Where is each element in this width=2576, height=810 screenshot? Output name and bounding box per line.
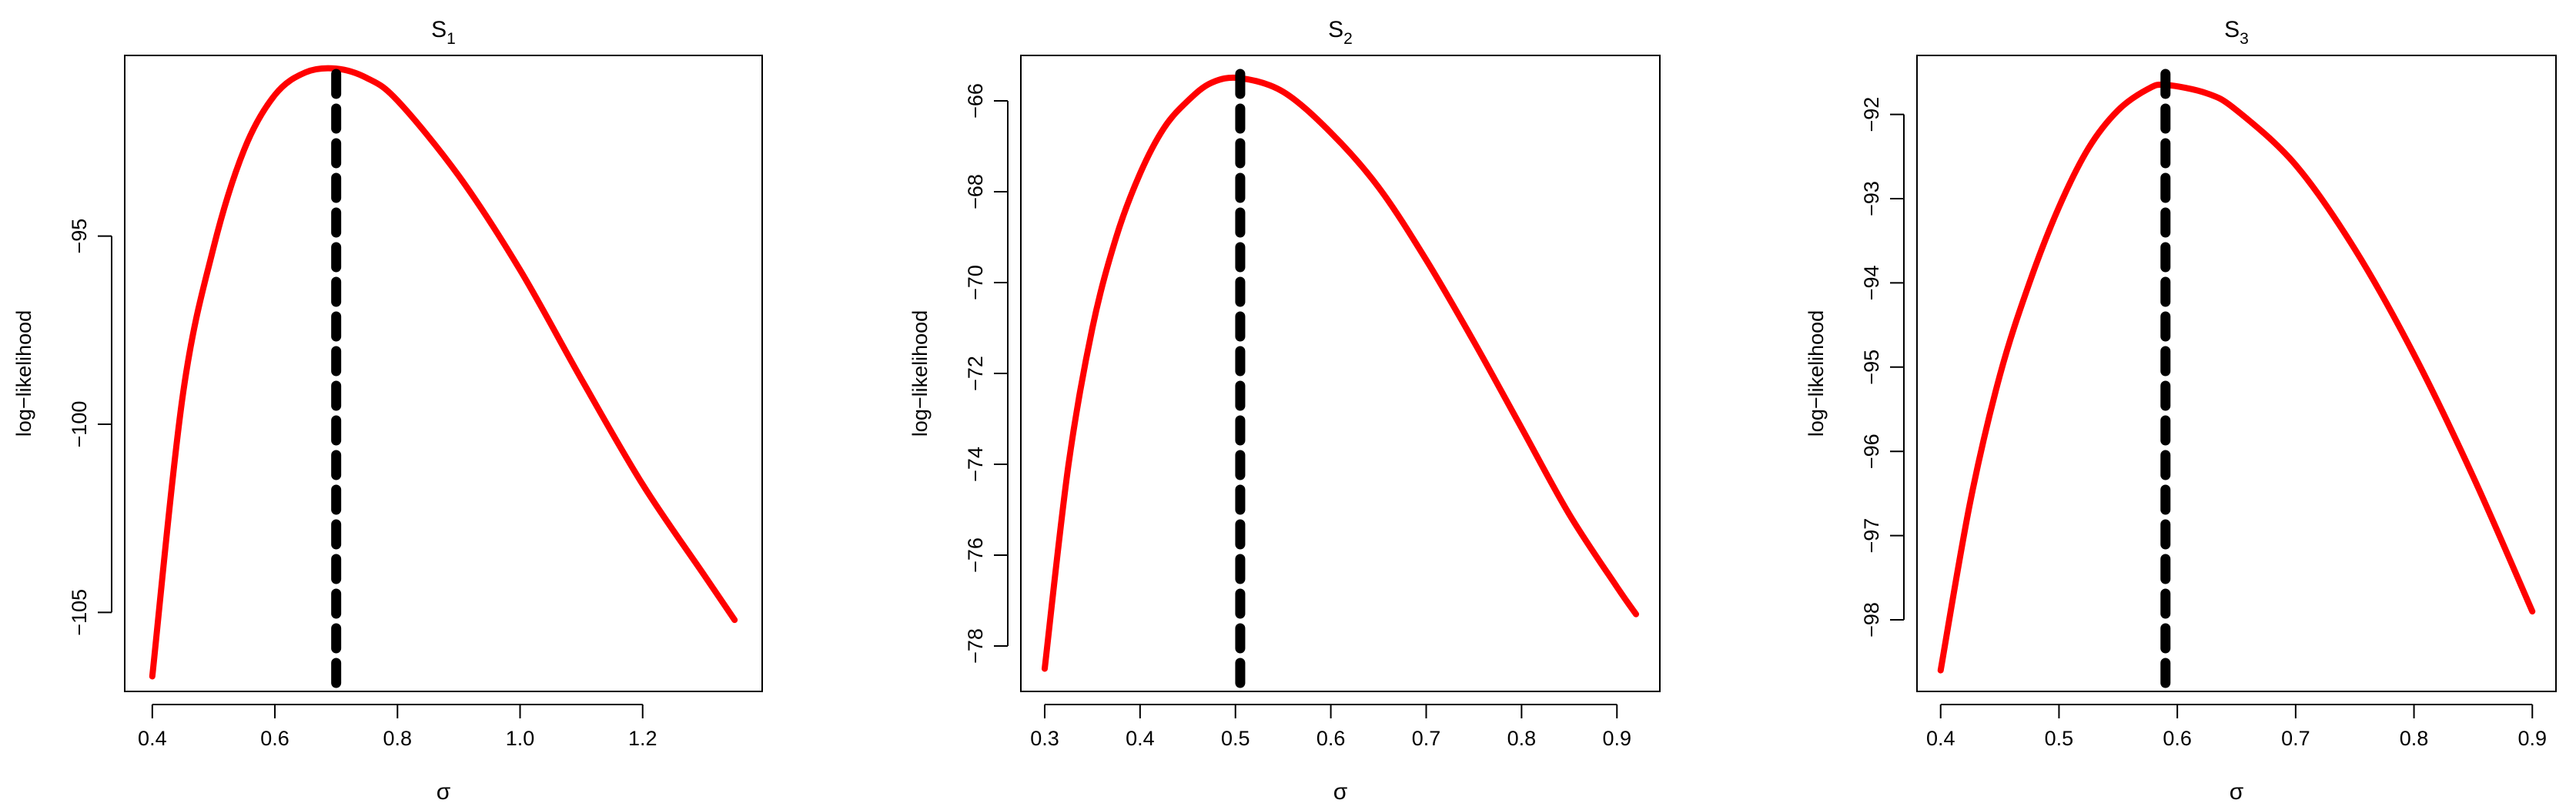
y-tick-label: −92 [1860, 97, 1883, 132]
x-tick-label: 0.8 [2400, 727, 2429, 750]
x-tick-label: 0.5 [1221, 727, 1250, 750]
y-tick-label: −70 [964, 265, 987, 300]
x-tick-label: 0.9 [1602, 727, 1631, 750]
y-tick-label: −66 [964, 83, 987, 119]
chart-title: S2 [1328, 17, 1353, 48]
x-tick-label: 1.2 [628, 727, 657, 750]
x-axis-label: σ [2230, 779, 2244, 805]
x-tick-label: 0.6 [2163, 727, 2192, 750]
plot-frame [124, 55, 763, 692]
y-tick-label: −96 [1860, 433, 1883, 469]
y-tick-label: −74 [964, 447, 987, 482]
y-axis-label: log−likelihood [908, 310, 932, 437]
log-likelihood-curve [1937, 81, 2536, 674]
y-tick-label: −105 [68, 589, 91, 636]
x-tick-label: 0.4 [1926, 727, 1955, 750]
y-axis-label: log−likelihood [12, 310, 35, 437]
y-tick-label: −98 [1860, 602, 1883, 638]
x-tick-label: 0.8 [1507, 727, 1537, 750]
x-tick-label: 0.7 [1412, 727, 1441, 750]
y-tick-label: −95 [68, 219, 91, 254]
x-tick-label: 0.7 [2281, 727, 2310, 750]
x-tick-label: 0.6 [1316, 727, 1346, 750]
y-axis-label: log−likelihood [1805, 310, 1828, 437]
y-tick-label: −72 [964, 356, 987, 391]
y-tick-label: −100 [68, 401, 91, 448]
chart-panel-3: S3 0.4 0.5 0.6 0.7 0.8 0.9 σ −98 −97 −96 −95 −94 −93 −… [1805, 17, 2557, 805]
x-axis-label: σ [437, 779, 451, 805]
chart-panel-2: S2 0.3 0.4 0.5 0.6 0.7 0.8 0.9 σ −78 −76 −74 −72 −70 −… [908, 17, 1661, 805]
x-tick-label: 0.8 [383, 727, 413, 750]
y-tick-label: −93 [1860, 181, 1883, 216]
log-likelihood-curve [1041, 74, 1640, 672]
x-tick-label: 0.4 [138, 727, 167, 750]
x-tick-label: 0.4 [1126, 727, 1155, 750]
x-tick-label: 0.9 [2517, 727, 2547, 750]
y-tick-label: −68 [964, 174, 987, 209]
plot-frame [1916, 55, 2557, 692]
chart-title: S1 [431, 17, 456, 48]
y-tick-label: −94 [1860, 265, 1883, 300]
x-axis-label: σ [1333, 779, 1348, 805]
y-tick-label: −97 [1860, 518, 1883, 554]
y-tick-label: −78 [964, 628, 987, 664]
log-likelihood-curve [149, 65, 738, 680]
y-tick-label: −76 [964, 537, 987, 573]
chart-panel-1: S1 0.4 0.6 0.8 1.0 1.2 σ −105 −100 −95 log−likelih… [12, 17, 763, 805]
y-tick-label: −95 [1860, 350, 1883, 385]
plot-frame [1020, 55, 1661, 692]
chart-title: S3 [2224, 17, 2249, 48]
x-tick-label: 0.6 [260, 727, 289, 750]
x-tick-label: 1.0 [506, 727, 535, 750]
x-tick-label: 0.3 [1030, 727, 1059, 750]
x-tick-label: 0.5 [2045, 727, 2074, 750]
